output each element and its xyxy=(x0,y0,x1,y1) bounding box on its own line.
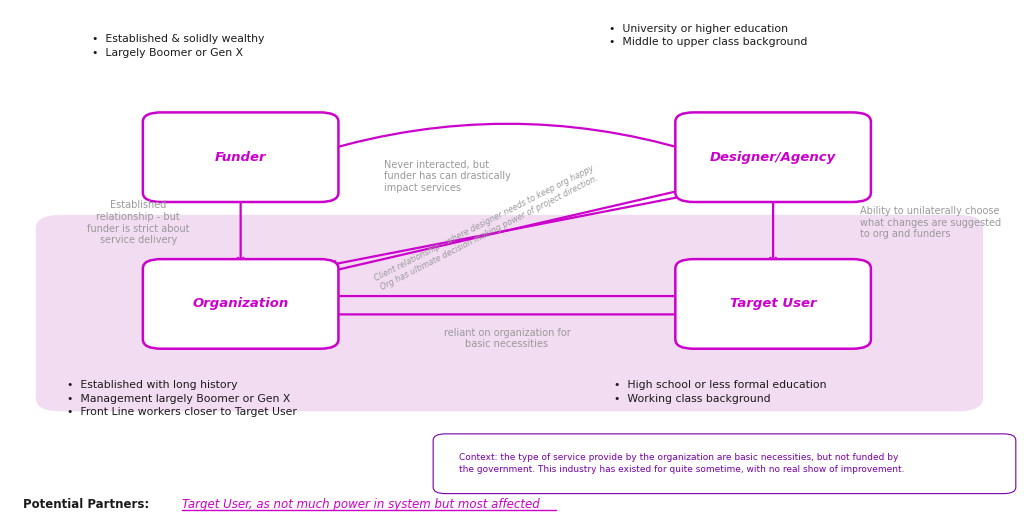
Text: reliant on organization for
basic necessities: reliant on organization for basic necess… xyxy=(443,328,570,349)
Text: •  Established with long history
•  Management largely Boomer or Gen X
•  Front : • Established with long history • Manage… xyxy=(67,380,296,417)
Text: Target User: Target User xyxy=(730,298,816,310)
FancyBboxPatch shape xyxy=(142,113,338,202)
Text: •  High school or less formal education
•  Working class background: • High school or less formal education •… xyxy=(614,380,827,403)
Text: •  University or higher education
•  Middle to upper class background: • University or higher education • Middl… xyxy=(609,24,808,47)
FancyBboxPatch shape xyxy=(676,113,870,202)
Text: Client relationship - where designer needs to keep org happy
Org has ultimate de: Client relationship - where designer nee… xyxy=(373,163,600,292)
Text: Funder: Funder xyxy=(215,151,266,163)
FancyBboxPatch shape xyxy=(433,434,1016,494)
FancyBboxPatch shape xyxy=(676,259,870,349)
Text: Never interacted, but
funder has can drastically
impact services: Never interacted, but funder has can dra… xyxy=(384,160,511,193)
Text: Potential Partners:: Potential Partners: xyxy=(23,498,148,510)
FancyBboxPatch shape xyxy=(142,259,338,349)
Text: Designer/Agency: Designer/Agency xyxy=(710,151,837,163)
Text: Ability to unilaterally choose
what changes are suggested
to org and funders: Ability to unilaterally choose what chan… xyxy=(860,206,1001,239)
FancyBboxPatch shape xyxy=(36,215,983,411)
Text: •  Established & solidly wealthy
•  Largely Boomer or Gen X: • Established & solidly wealthy • Largel… xyxy=(92,34,264,58)
Text: Established
relationship - but
funder is strict about
service delivery: Established relationship - but funder is… xyxy=(87,200,189,245)
Text: Context: the type of service provide by the organization are basic necessities, : Context: the type of service provide by … xyxy=(459,453,904,475)
Text: Target User, as not much power in system but most affected: Target User, as not much power in system… xyxy=(182,498,540,510)
Text: Organization: Organization xyxy=(193,298,289,310)
